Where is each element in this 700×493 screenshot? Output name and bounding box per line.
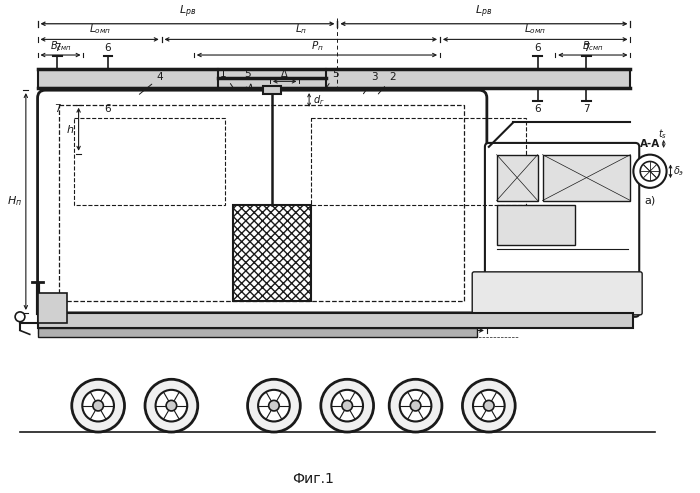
Bar [74, 117, 225, 206]
Bar [311, 117, 526, 206]
Text: $L_{омп}$: $L_{омп}$ [88, 23, 111, 36]
Text: $d_{г}$: $d_{г}$ [313, 93, 325, 107]
Bar [233, 206, 311, 301]
Text: →A: →A [241, 84, 254, 93]
Circle shape [248, 379, 300, 432]
Text: $h$: $h$ [66, 123, 75, 135]
Circle shape [93, 400, 104, 411]
Text: А-А: А-А [640, 139, 660, 149]
Text: $L_{м}$: $L_{м}$ [129, 317, 141, 331]
FancyBboxPatch shape [485, 143, 639, 317]
Bar [542, 155, 631, 201]
Text: 4: 4 [139, 72, 163, 94]
Circle shape [258, 390, 290, 422]
Text: 7: 7 [583, 104, 590, 114]
Bar [263, 86, 281, 94]
Text: $L_{рв}$: $L_{рв}$ [179, 3, 196, 20]
Bar [233, 206, 311, 301]
Text: Фиг.1: Фиг.1 [292, 472, 334, 486]
Text: 6: 6 [534, 104, 541, 114]
Circle shape [634, 155, 666, 188]
Circle shape [400, 390, 431, 422]
Circle shape [473, 390, 505, 422]
Text: 6: 6 [104, 104, 111, 114]
Text: $t_s$: $t_s$ [658, 127, 667, 141]
Bar [637, 162, 647, 181]
Text: 2: 2 [378, 72, 395, 94]
Bar [496, 206, 575, 245]
Bar [38, 69, 631, 88]
Circle shape [72, 379, 125, 432]
Text: а): а) [645, 196, 656, 206]
Circle shape [484, 400, 494, 411]
Bar [38, 327, 477, 337]
Circle shape [389, 379, 442, 432]
Circle shape [83, 390, 114, 422]
FancyBboxPatch shape [473, 272, 642, 315]
Text: $\delta_э$: $\delta_э$ [673, 164, 685, 178]
Text: $L_{м}$: $L_{м}$ [393, 317, 405, 331]
Text: 6: 6 [104, 43, 111, 53]
Circle shape [342, 400, 353, 411]
Bar [38, 293, 67, 322]
Text: $H_{п}$: $H_{п}$ [7, 195, 22, 209]
Text: $B_{смп}$: $B_{смп}$ [582, 39, 603, 53]
Text: $L_{п}$: $L_{п}$ [295, 23, 307, 36]
Circle shape [410, 400, 421, 411]
Circle shape [15, 312, 25, 321]
FancyBboxPatch shape [38, 90, 487, 313]
Bar [59, 105, 464, 301]
Text: 7: 7 [54, 43, 60, 53]
Text: 7: 7 [54, 104, 60, 114]
Text: 1: 1 [220, 69, 233, 88]
Text: $\Delta$: $\Delta$ [281, 68, 289, 79]
Circle shape [155, 390, 187, 422]
Circle shape [166, 400, 176, 411]
Text: 5: 5 [326, 69, 340, 88]
Circle shape [269, 400, 279, 411]
Text: 6: 6 [534, 43, 541, 53]
Circle shape [640, 162, 659, 181]
Text: $L_{омп}$: $L_{омп}$ [524, 23, 546, 36]
Text: $L_{рв}$: $L_{рв}$ [475, 3, 493, 20]
Circle shape [145, 379, 198, 432]
Text: $P_{п}$: $P_{п}$ [311, 39, 323, 53]
Text: 5: 5 [244, 69, 252, 87]
Circle shape [463, 379, 515, 432]
Circle shape [331, 390, 363, 422]
Bar [496, 155, 538, 201]
Text: 7: 7 [583, 43, 590, 53]
Bar [38, 313, 633, 327]
Text: $L_{д}$: $L_{д}$ [266, 317, 278, 331]
Text: $B_{смп}$: $B_{смп}$ [50, 39, 71, 53]
Text: 3: 3 [363, 72, 378, 94]
Circle shape [321, 379, 374, 432]
